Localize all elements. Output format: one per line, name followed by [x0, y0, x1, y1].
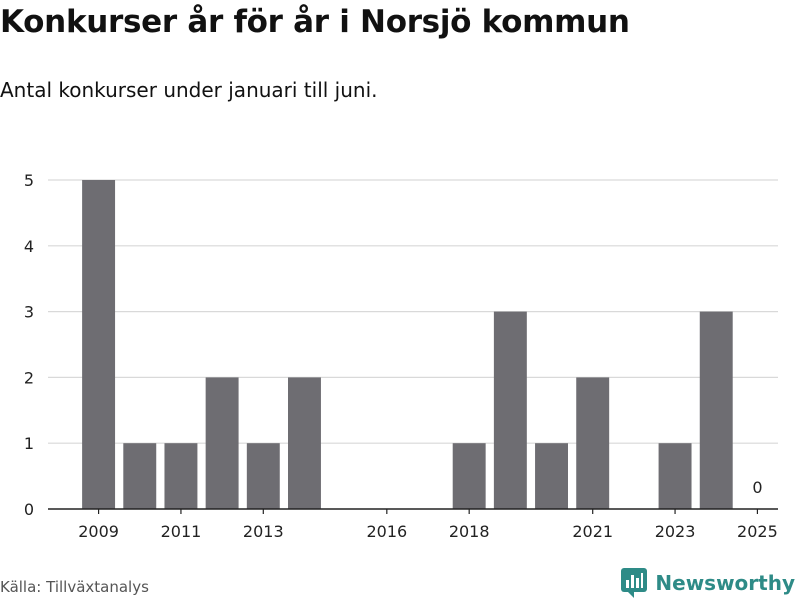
bar — [246, 443, 280, 509]
brand-logo: Newsworthy — [621, 568, 795, 598]
bar — [699, 311, 733, 509]
gridlines — [48, 179, 778, 444]
axes — [48, 508, 778, 514]
x-tick-label: 2021 — [572, 522, 613, 541]
bar — [452, 443, 486, 509]
bar — [493, 311, 527, 509]
newsworthy-logo-icon — [621, 568, 648, 598]
x-tick-label: 2011 — [161, 522, 202, 541]
x-tick-label: 2009 — [78, 522, 119, 541]
bar — [82, 180, 116, 509]
x-tick-label: 2018 — [449, 522, 490, 541]
y-tick-label: 2 — [24, 368, 34, 387]
x-tick-label: 2025 — [737, 522, 778, 541]
chart-title: Konkurser år för år i Norsjö kommun — [0, 4, 630, 40]
y-tick-label: 5 — [24, 171, 34, 190]
bar — [658, 443, 692, 509]
x-tick-label: 2016 — [366, 522, 407, 541]
bar — [576, 377, 610, 509]
bar — [288, 377, 321, 509]
brand-name: Newsworthy — [655, 571, 795, 595]
bar — [164, 443, 198, 509]
bar — [205, 377, 239, 509]
source-note: Källa: Tillväxtanalys — [0, 578, 149, 596]
x-tick-label: 2013 — [243, 522, 284, 541]
bar — [535, 443, 568, 509]
bar — [123, 443, 157, 509]
y-tick-label: 1 — [24, 434, 34, 453]
bar-value-label: 0 — [752, 478, 762, 497]
bars — [82, 180, 733, 509]
x-tick-label: 2023 — [655, 522, 696, 541]
y-tick-label: 0 — [24, 500, 34, 519]
y-tick-label: 4 — [24, 237, 34, 256]
labels: 0 1 2 3 4 5 2009 2011 2013 2016 2018 2021 2023 2025 0 — [24, 171, 778, 541]
chart-subtitle: Antal konkurser under januari till juni. — [0, 78, 378, 102]
y-tick-label: 3 — [24, 303, 34, 322]
